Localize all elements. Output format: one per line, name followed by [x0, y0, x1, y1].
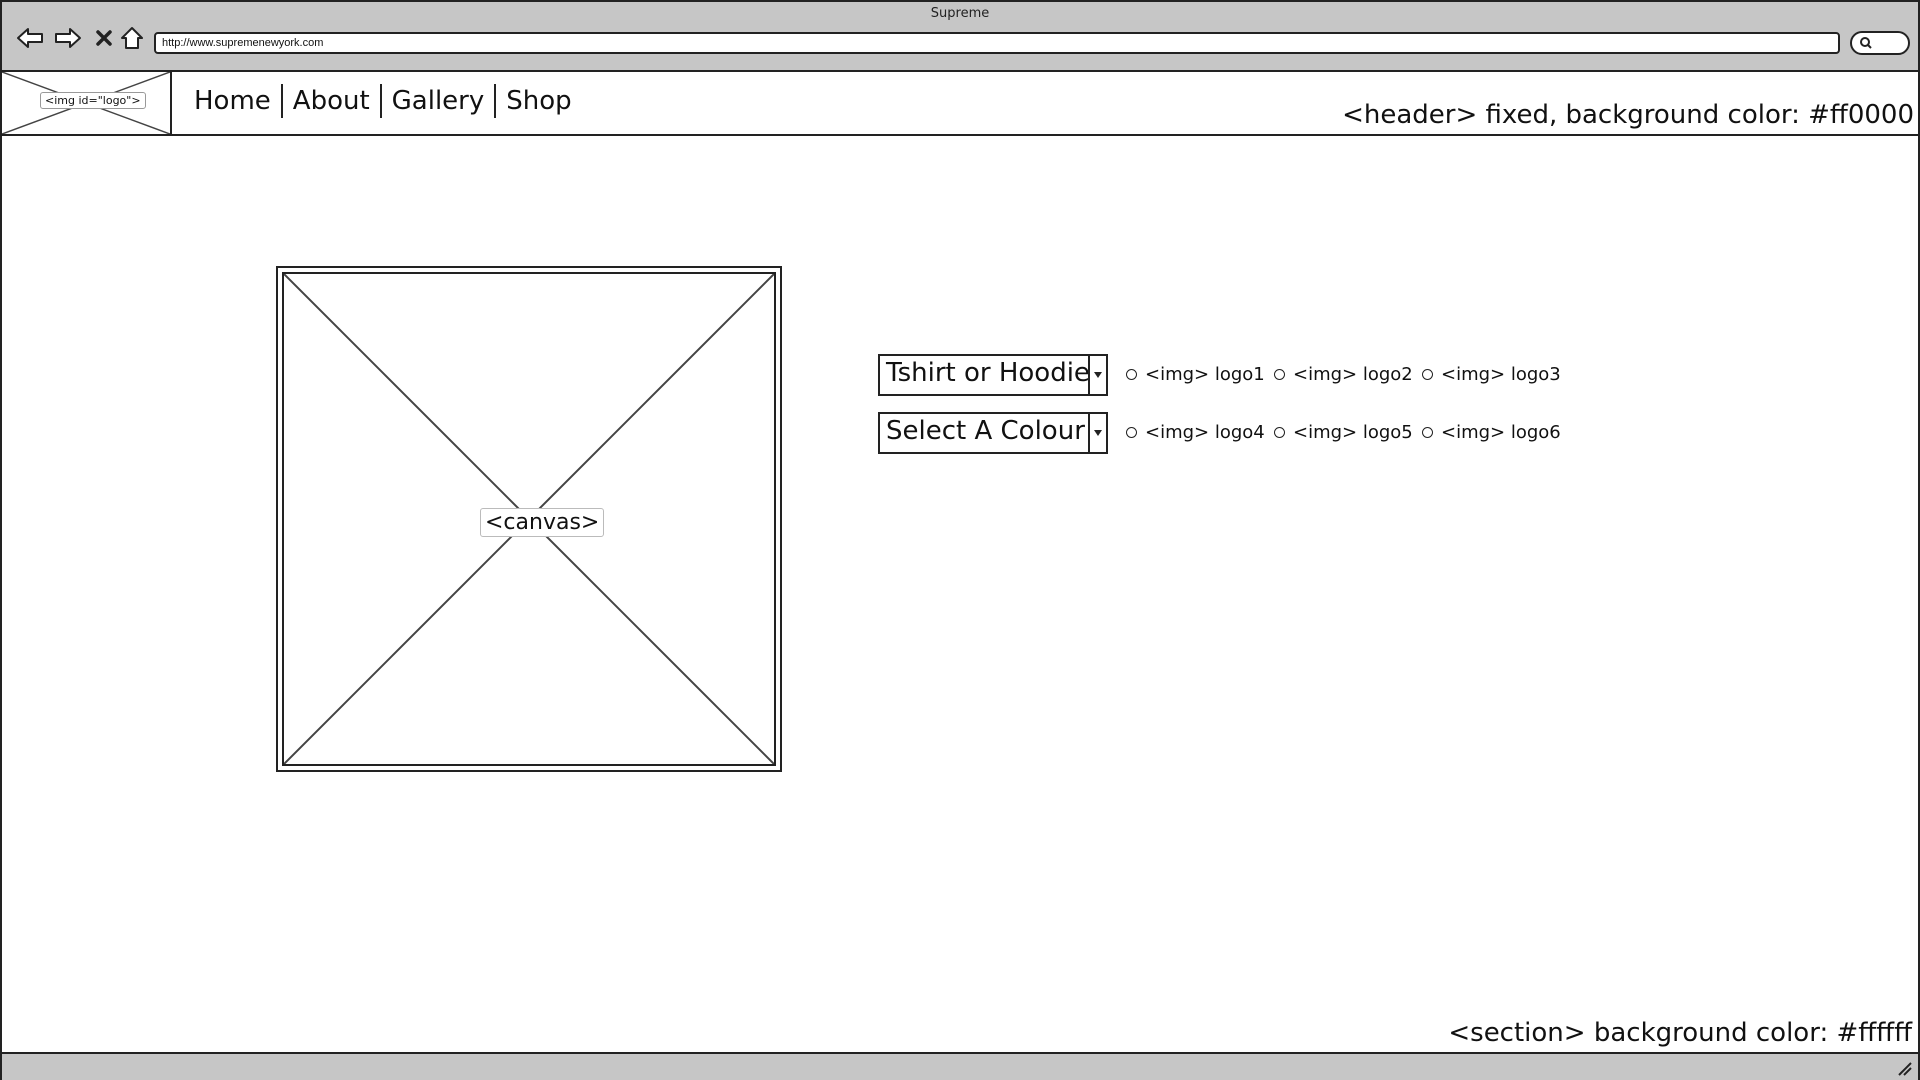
radio-label: <img> logo1: [1145, 364, 1265, 385]
colour-select[interactable]: Select A Colour: [878, 412, 1108, 454]
nav-shop[interactable]: Shop: [506, 86, 572, 116]
nav-home[interactable]: Home: [194, 86, 271, 116]
radio-label: <img> logo6: [1441, 422, 1561, 443]
radio-label: <img> logo3: [1441, 364, 1561, 385]
radio-logo5[interactable]: <img> logo5: [1274, 422, 1413, 443]
nav-divider: [280, 84, 283, 118]
search-button[interactable]: [1850, 31, 1910, 55]
header-annotation: <header> fixed, background color: #ff000…: [1342, 100, 1914, 130]
chevron-down-icon: [1088, 356, 1106, 394]
browser-status-bar: [2, 1052, 1918, 1080]
back-arrow-icon[interactable]: [14, 22, 46, 54]
address-bar[interactable]: http://www.supremenewyork.com: [154, 32, 1840, 54]
resize-grip-icon[interactable]: [1896, 1060, 1912, 1076]
window-title: Supreme: [930, 6, 990, 21]
radio-circle-icon: [1422, 427, 1433, 438]
product-type-select[interactable]: Tshirt or Hoodie: [878, 354, 1108, 396]
radio-circle-icon: [1274, 427, 1285, 438]
radio-logo4[interactable]: <img> logo4: [1126, 422, 1265, 443]
nav-divider: [494, 84, 497, 118]
home-icon[interactable]: [116, 22, 148, 54]
radio-label: <img> logo2: [1293, 364, 1413, 385]
main-nav: Home About Gallery Shop: [194, 84, 582, 118]
radio-logo6[interactable]: <img> logo6: [1422, 422, 1561, 443]
radio-label: <img> logo4: [1145, 422, 1265, 443]
radio-circle-icon: [1274, 369, 1285, 380]
page-header: <img id="logo"> Home About Gallery Shop …: [2, 72, 1918, 136]
radio-logo1[interactable]: <img> logo1: [1126, 364, 1265, 385]
logo-image-placeholder[interactable]: <img id="logo">: [2, 72, 172, 134]
nav-gallery[interactable]: Gallery: [391, 86, 485, 116]
logo-label: <img id="logo">: [40, 92, 146, 109]
close-icon[interactable]: [88, 22, 120, 54]
nav-about[interactable]: About: [292, 86, 370, 116]
radio-circle-icon: [1126, 369, 1137, 380]
section-annotation: <section> background color: #ffffff: [1448, 1018, 1912, 1048]
chevron-down-icon: [1088, 414, 1106, 452]
canvas-placeholder[interactable]: <canvas>: [276, 266, 782, 772]
browser-toolbar: Supreme http://www.supremenewyork.com: [2, 2, 1918, 72]
radio-circle-icon: [1422, 369, 1433, 380]
nav-divider: [379, 84, 382, 118]
canvas-label: <canvas>: [480, 508, 605, 537]
search-icon: [1860, 37, 1872, 49]
product-type-value: Tshirt or Hoodie: [886, 358, 1090, 388]
radio-logo3[interactable]: <img> logo3: [1422, 364, 1561, 385]
radio-logo2[interactable]: <img> logo2: [1274, 364, 1413, 385]
radio-circle-icon: [1126, 427, 1137, 438]
forward-arrow-icon[interactable]: [52, 22, 84, 54]
radio-label: <img> logo5: [1293, 422, 1413, 443]
canvas-inner-frame: <canvas>: [282, 272, 776, 766]
colour-value: Select A Colour: [886, 416, 1085, 446]
